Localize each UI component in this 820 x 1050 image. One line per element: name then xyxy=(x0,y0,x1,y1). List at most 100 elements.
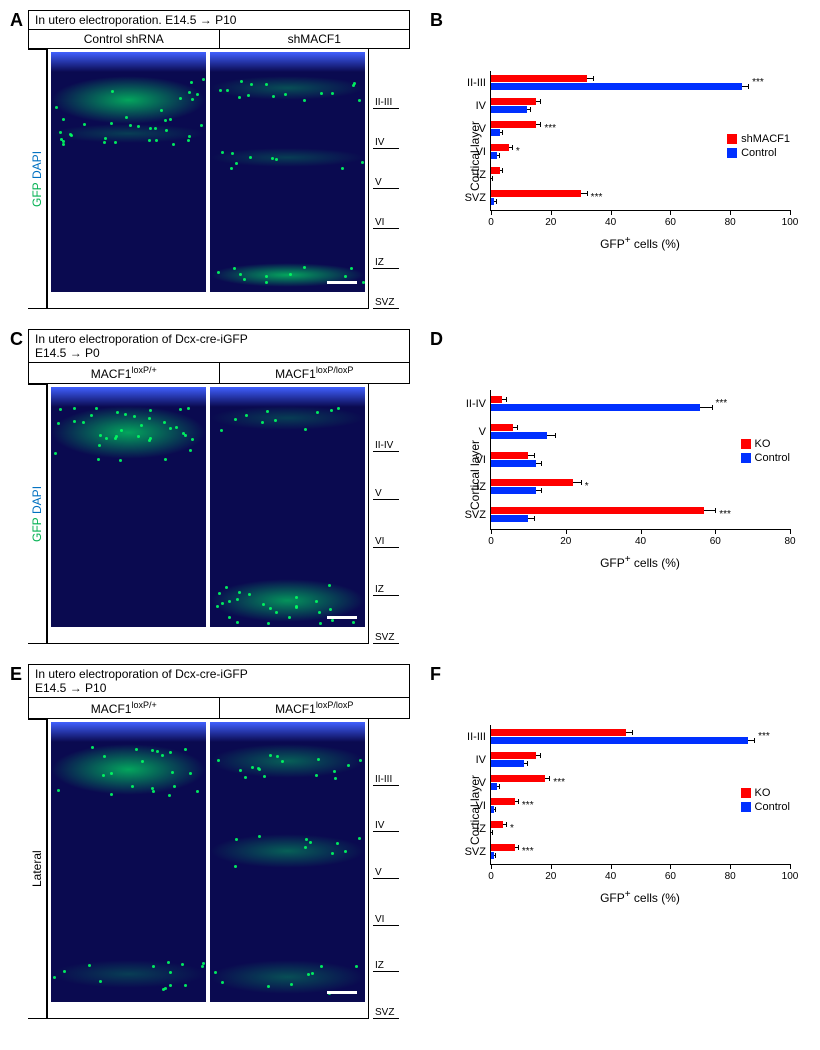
legend-swatch xyxy=(741,788,751,798)
significance-marker: * xyxy=(585,481,589,492)
panel-a-col-titles: Control shRNA shMACF1 xyxy=(28,30,410,49)
significance-marker: * xyxy=(510,823,514,834)
chart-xlabel: GFP+ cells (%) xyxy=(490,554,790,570)
panel-e-layer-labels: II-IIIIVVVIIZSVZ xyxy=(369,719,399,1019)
layer-label: IZ xyxy=(373,229,399,269)
chart-b: 020406080100II-III***IVV***VI*IZSVZ***sh… xyxy=(430,61,810,251)
bar-kd xyxy=(491,75,587,82)
significance-marker: *** xyxy=(522,800,534,811)
chart-ylabel: Cortical layer xyxy=(468,775,482,845)
layer-label: IV xyxy=(373,109,399,149)
layer-label: V xyxy=(373,452,399,500)
category-label: II-III xyxy=(467,729,491,745)
layer-label: VI xyxy=(373,879,399,926)
legend-label: Control xyxy=(755,452,790,464)
significance-marker: *** xyxy=(553,777,565,788)
chart-ylabel: Cortical layer xyxy=(468,440,482,510)
significance-marker: *** xyxy=(716,398,728,409)
layer-label: IV xyxy=(373,786,399,833)
layer-label: II-IV xyxy=(373,404,399,452)
layer-label: SVZ xyxy=(373,972,399,1019)
chart-area: 020406080100II-III***IVV***VI*IZSVZ***sh… xyxy=(490,71,790,211)
legend: KO Control xyxy=(741,787,790,815)
layer-label: II-III xyxy=(373,739,399,786)
significance-marker: * xyxy=(516,146,520,157)
legend: shMACF1 Control xyxy=(727,133,790,161)
legend-item: Control xyxy=(741,452,790,464)
panel-a: A In utero electroporation. E14.5 → P10 … xyxy=(10,10,410,309)
panel-a-vlabel: GFP DAPI xyxy=(28,49,47,309)
layer-label: VI xyxy=(373,189,399,229)
bar-kd xyxy=(491,190,581,197)
legend-label: Control xyxy=(741,147,776,159)
layer-label: II-III xyxy=(373,69,399,109)
panel-c-col-titles: MACF1loxP/+ MACF1loxP/loxP xyxy=(28,362,410,384)
micrograph xyxy=(210,722,365,1002)
panel-c-title: In utero electroporation of Dcx-cre-iGFP… xyxy=(28,329,410,362)
bar-kd xyxy=(491,98,536,105)
legend-label: shMACF1 xyxy=(741,133,790,145)
panel-letter-e: E xyxy=(10,664,22,685)
xtick: 0 xyxy=(488,536,494,547)
bar-kd xyxy=(491,798,515,805)
panel-e-col2: MACF1loxP/loxP xyxy=(220,698,410,718)
bar-control xyxy=(491,129,500,136)
xtick: 80 xyxy=(725,217,736,228)
legend-swatch xyxy=(741,453,751,463)
xtick: 100 xyxy=(782,217,799,228)
panel-letter-b: B xyxy=(430,10,810,31)
xtick: 60 xyxy=(665,871,676,882)
bar-control xyxy=(491,106,527,113)
xtick: 20 xyxy=(545,871,556,882)
bar-kd xyxy=(491,121,536,128)
legend-item: Control xyxy=(741,801,790,813)
bar-kd xyxy=(491,396,502,403)
layer-label: SVZ xyxy=(373,596,399,644)
chart-ylabel: Cortical layer xyxy=(468,121,482,191)
panel-e-vlabel: Lateral xyxy=(28,719,47,1019)
category-label: II-III xyxy=(467,75,491,91)
layer-label: IZ xyxy=(373,548,399,596)
panel-a-title: In utero electroporation. E14.5 → P10 xyxy=(28,10,410,30)
bar-control xyxy=(491,432,547,439)
bar-kd xyxy=(491,775,545,782)
legend-item: shMACF1 xyxy=(727,133,790,145)
panel-letter-c: C xyxy=(10,329,23,350)
micrograph xyxy=(51,387,206,627)
significance-marker: *** xyxy=(522,846,534,857)
legend-swatch xyxy=(727,148,737,158)
legend-swatch xyxy=(741,439,751,449)
legend-label: Control xyxy=(755,801,790,813)
row-ef: E In utero electroporation of Dcx-cre-iG… xyxy=(10,664,810,1019)
xtick: 0 xyxy=(488,217,494,228)
bar-control xyxy=(491,487,536,494)
bar-kd xyxy=(491,729,626,736)
panel-a-col2: shMACF1 xyxy=(220,30,410,48)
category-label: SVZ xyxy=(465,190,491,206)
chart-d: 020406080II-IV***VVIIZ*SVZ***KOControlCo… xyxy=(430,380,810,570)
bar-kd xyxy=(491,424,513,431)
xtick: 100 xyxy=(782,871,799,882)
layer-label: SVZ xyxy=(373,269,399,309)
panel-e-title: In utero electroporation of Dcx-cre-iGFP… xyxy=(28,664,410,697)
significance-marker: *** xyxy=(591,192,603,203)
legend-swatch xyxy=(727,134,737,144)
legend-item: KO xyxy=(741,438,790,450)
bar-control xyxy=(491,760,524,767)
chart-area: 020406080100II-III***IVV***VI***IZ*SVZ**… xyxy=(490,725,790,865)
legend-item: Control xyxy=(727,147,790,159)
panel-e-col1: MACF1loxP/+ xyxy=(29,698,220,718)
chart-xlabel: GFP+ cells (%) xyxy=(490,889,790,905)
category-label: IV xyxy=(476,752,491,768)
panel-letter-f: F xyxy=(430,664,810,685)
xtick: 0 xyxy=(488,871,494,882)
legend-item: KO xyxy=(741,787,790,799)
bar-control xyxy=(491,404,700,411)
micrograph xyxy=(210,52,365,292)
panel-c-col2: MACF1loxP/loxP xyxy=(220,363,410,383)
bar-kd xyxy=(491,844,515,851)
panel-a-micrographs xyxy=(47,49,369,309)
panel-e-col-titles: MACF1loxP/+ MACF1loxP/loxP xyxy=(28,697,410,719)
xtick: 80 xyxy=(784,536,795,547)
bar-kd xyxy=(491,167,500,174)
